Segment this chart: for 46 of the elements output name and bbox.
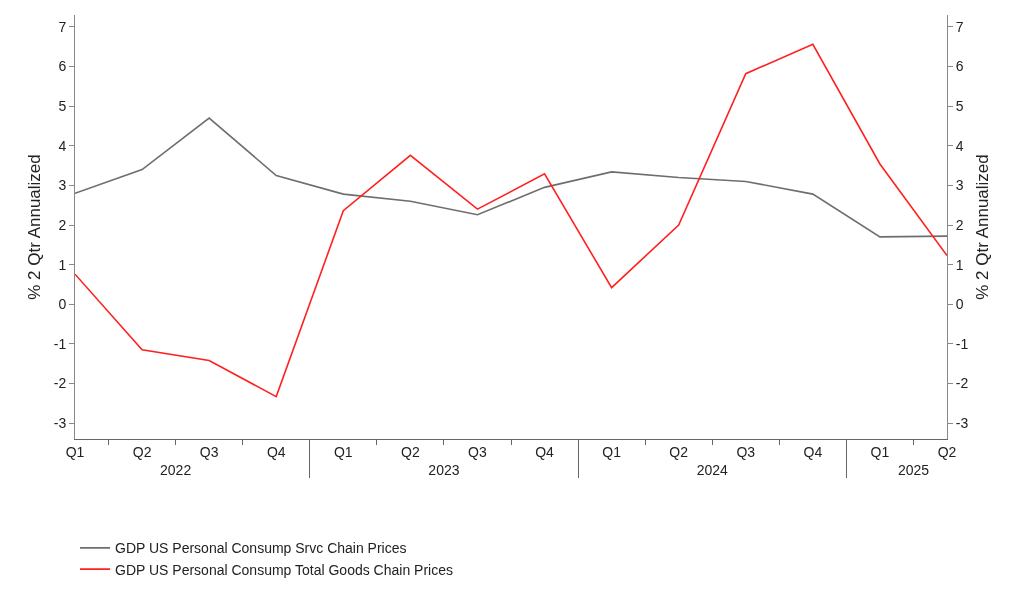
y-tick-label: 7 (58, 18, 67, 35)
x-tick-label: Q1 (333, 443, 353, 460)
y-tick-label: 1 (58, 256, 67, 273)
y2-tick-label: 2 (955, 216, 964, 233)
y2-tick-label: 3 (955, 177, 964, 194)
y2-tick-label: -3 (955, 415, 969, 432)
x-tick-label: Q2 (669, 443, 689, 460)
x-tick-label: Q4 (266, 443, 286, 460)
y2-tick-label: 6 (955, 58, 964, 75)
y-tick-label: -3 (53, 415, 67, 432)
x-tick-label: Q3 (468, 443, 488, 460)
y-tick-label: 2 (58, 216, 67, 233)
y2-tick-label: -1 (955, 335, 969, 352)
x-tick-label: Q3 (736, 443, 756, 460)
y2-tick-label: -2 (955, 375, 969, 392)
y2-tick-label: 7 (955, 18, 964, 35)
y-tick-label: 5 (58, 98, 67, 115)
y-tick-label: 0 (58, 296, 67, 313)
x-tick-label: Q1 (602, 443, 622, 460)
text: 2022 (160, 461, 192, 478)
y2-tick-label: 1 (955, 256, 964, 273)
text: 2025 (897, 461, 930, 478)
x-tick-label: Q3 (199, 443, 219, 460)
x-tick-label: Q4 (535, 443, 555, 460)
legend-label: GDP US Personal Consump Srvc Chain Prices (115, 540, 407, 557)
y-tick-label: 6 (58, 58, 67, 75)
y-tick-label: -1 (53, 335, 67, 352)
y-tick-label: 3 (58, 177, 67, 194)
y2-axis-title: % 2 Qtr Annualized (972, 154, 992, 300)
y-tick-label: -2 (53, 375, 67, 392)
y2-tick-label: 5 (955, 98, 964, 115)
y-tick-label: 4 (58, 137, 67, 154)
legend-label: GDP US Personal Consump Total Goods Chain Prices (115, 561, 453, 578)
x-tick-label: Q2 (401, 443, 420, 460)
x-tick-label: Q2 (937, 443, 957, 460)
x-tick-label: Q1 (870, 443, 890, 460)
y-axis-title: % 2 Qtr Annualized (25, 154, 45, 300)
line-series (75, 43, 947, 398)
x-tick-label: Q4 (803, 443, 823, 460)
x-tick-label: Q2 (132, 443, 152, 460)
line-series (75, 117, 947, 238)
text: 2024 (696, 461, 729, 478)
y2-tick-label: 4 (955, 137, 964, 154)
text: 2023 (428, 461, 460, 478)
x-tick-label: Q1 (65, 443, 85, 460)
y2-tick-label: 0 (955, 296, 964, 313)
